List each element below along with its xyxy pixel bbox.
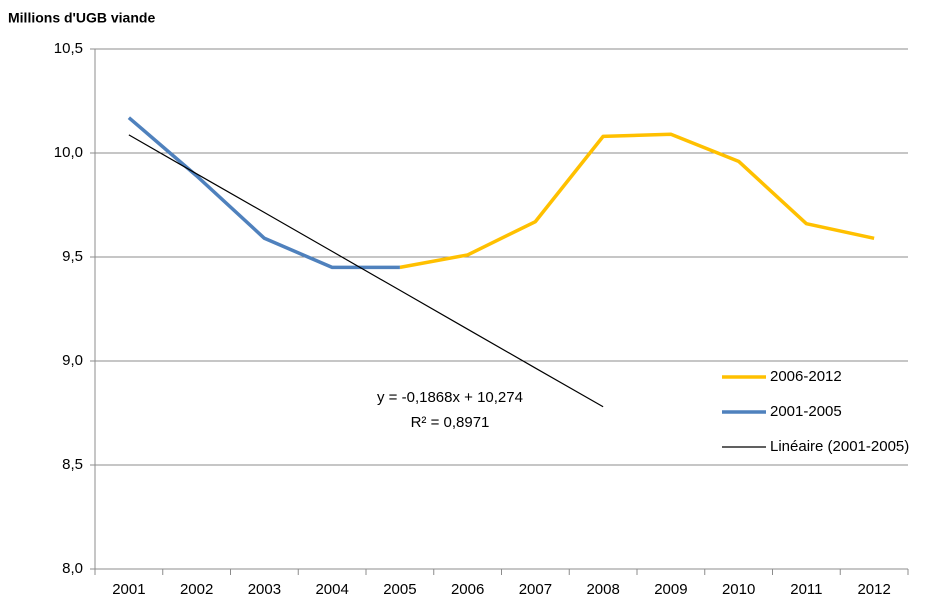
y-tick-label: 9,0 <box>62 352 83 369</box>
x-tick-label: 2005 <box>383 581 416 598</box>
y-tick-label: 9,5 <box>62 248 83 265</box>
x-tick-label: 2008 <box>586 581 619 598</box>
series-line <box>399 132 875 270</box>
trend-equation: y = -0,1868x + 10,274 <box>377 389 523 406</box>
series-line <box>128 134 604 408</box>
y-tick-label: 8,5 <box>62 456 83 473</box>
y-tick-label: 10,5 <box>54 40 83 57</box>
x-tick-label: 2002 <box>180 581 213 598</box>
x-tick-label: 2012 <box>857 581 890 598</box>
x-tick-label: 2007 <box>519 581 552 598</box>
y-tick-label: 10,0 <box>54 144 83 161</box>
x-tick-label: 2009 <box>654 581 687 598</box>
y-tick-label: 8,0 <box>62 560 83 577</box>
x-tick-label: 2004 <box>315 581 348 598</box>
legend-label: Linéaire (2001-2005) <box>770 438 909 455</box>
trend-r2: R² = 0,8971 <box>411 414 490 431</box>
x-tick-label: 2006 <box>451 581 484 598</box>
legend-label: 2001-2005 <box>770 403 842 420</box>
series-line <box>127 116 400 270</box>
legend-label: 2006-2012 <box>770 368 842 385</box>
x-tick-label: 2001 <box>112 581 145 598</box>
chart-title: Millions d'UGB viande <box>8 10 155 26</box>
x-tick-label: 2010 <box>722 581 755 598</box>
x-tick-label: 2011 <box>790 581 822 598</box>
x-tick-label: 2003 <box>248 581 281 598</box>
